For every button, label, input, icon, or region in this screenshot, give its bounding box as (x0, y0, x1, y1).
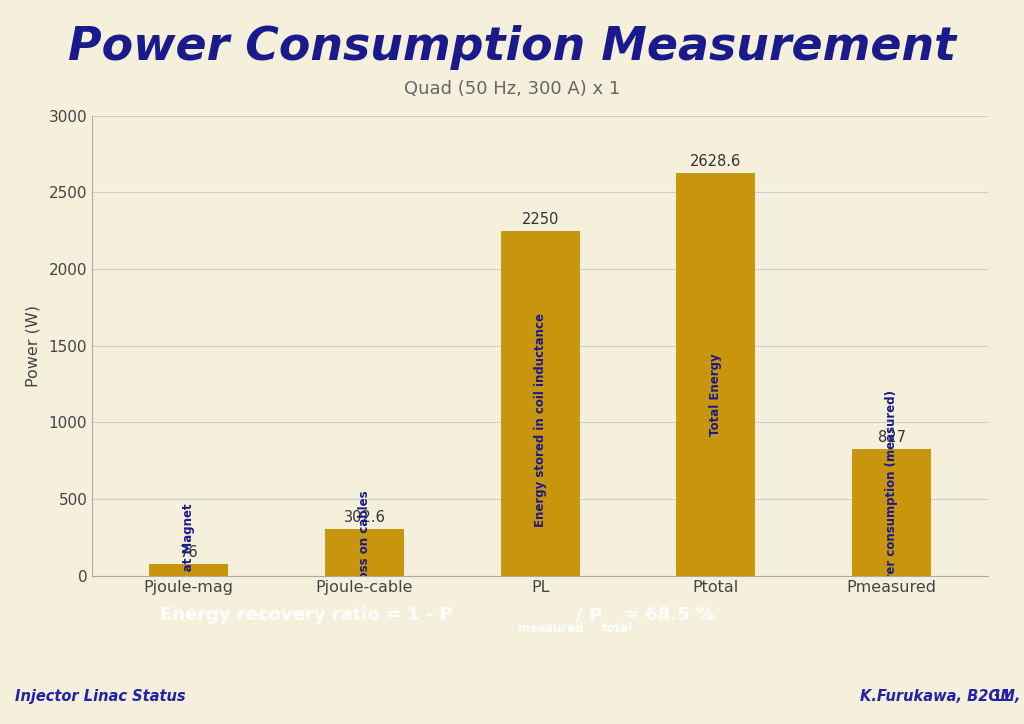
Text: 2250: 2250 (521, 212, 559, 227)
Text: K.Furukawa, B2GM, Feb.2018: K.Furukawa, B2GM, Feb.2018 (860, 689, 1024, 704)
Bar (325, 529, 404, 576)
Text: 827: 827 (878, 430, 905, 445)
Text: Heat loss on cables: Heat loss on cables (358, 490, 371, 619)
Text: 11: 11 (991, 689, 1012, 704)
Text: = 68.5 %: = 68.5 % (625, 606, 715, 624)
Text: Energy stored in coil inductance: Energy stored in coil inductance (534, 313, 547, 527)
Text: total: total (601, 622, 633, 635)
Text: Power Consumption Measurement: Power Consumption Measurement (68, 25, 956, 70)
Text: Injector Linac Status: Injector Linac Status (15, 689, 186, 704)
Bar (150, 564, 228, 576)
Text: 302.6: 302.6 (343, 510, 385, 526)
Text: / P: / P (575, 606, 602, 624)
Y-axis label: Power (W): Power (W) (26, 305, 40, 387)
Text: Total Energy: Total Energy (710, 353, 722, 436)
Bar (676, 173, 756, 576)
Text: Heat loss at Magnet: Heat loss at Magnet (182, 503, 196, 637)
Text: 76: 76 (179, 545, 198, 560)
Text: measured: measured (518, 622, 584, 635)
Bar (852, 449, 931, 576)
Bar (501, 231, 580, 576)
Text: Quad (50 Hz, 300 A) x 1: Quad (50 Hz, 300 A) x 1 (403, 80, 621, 98)
Text: Energy recovery ratio = 1 - P: Energy recovery ratio = 1 - P (160, 606, 453, 624)
Text: Actual power consumption (measured): Actual power consumption (measured) (885, 390, 898, 647)
Text: 2628.6: 2628.6 (690, 154, 741, 169)
